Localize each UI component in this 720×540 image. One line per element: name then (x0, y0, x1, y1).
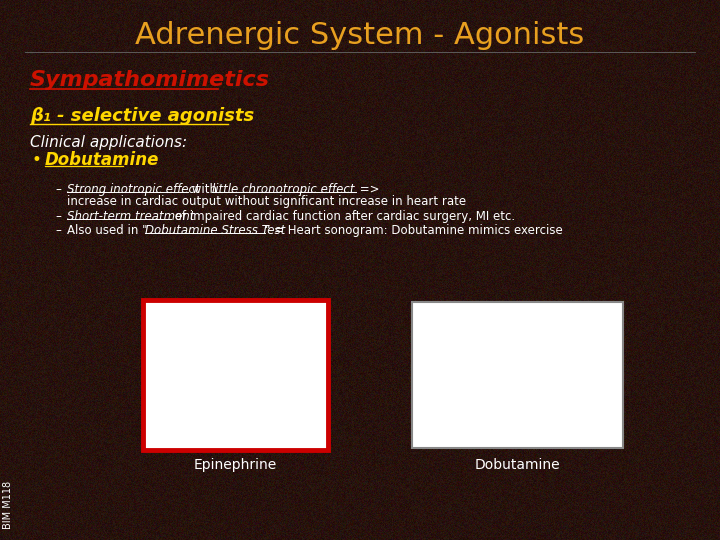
Text: β₁ - selective agonists: β₁ - selective agonists (30, 107, 254, 125)
Text: Adrenergic System - Agonists: Adrenergic System - Agonists (135, 21, 585, 50)
Text: of impaired cardiac function after cardiac surgery, MI etc.: of impaired cardiac function after cardi… (171, 210, 515, 223)
Bar (148, 305, 323, 445)
Text: •: • (32, 151, 42, 169)
Text: with: with (188, 183, 221, 196)
Bar (415, 305, 620, 445)
Text: Dobutamine Stress Test: Dobutamine Stress Test (145, 224, 285, 237)
Text: Clinical applications:: Clinical applications: (30, 134, 187, 150)
Text: Also used in ": Also used in " (67, 224, 148, 237)
Text: increase in cardiac output without significant increase in heart rate: increase in cardiac output without signi… (67, 195, 466, 208)
Bar (412, 302, 623, 448)
Text: –: – (55, 183, 61, 196)
Text: Dobutamine: Dobutamine (45, 151, 159, 169)
Text: Strong inotropic effect: Strong inotropic effect (67, 183, 199, 196)
Text: –: – (55, 224, 61, 237)
Text: Dobutamine: Dobutamine (474, 458, 560, 472)
Text: Sympathomimetics: Sympathomimetics (30, 70, 270, 90)
Bar (143, 300, 328, 450)
Text: Epinephrine: Epinephrine (194, 458, 277, 472)
Text: BIM M118: BIM M118 (3, 481, 13, 529)
Text: " = Heart sonogram: Dobutamine mimics exercise: " = Heart sonogram: Dobutamine mimics ex… (265, 224, 563, 237)
Text: little chronotropic effect: little chronotropic effect (212, 183, 354, 196)
Text: –: – (55, 210, 61, 223)
Text: Short-term treatment: Short-term treatment (67, 210, 194, 223)
Text: =>: => (356, 183, 379, 196)
